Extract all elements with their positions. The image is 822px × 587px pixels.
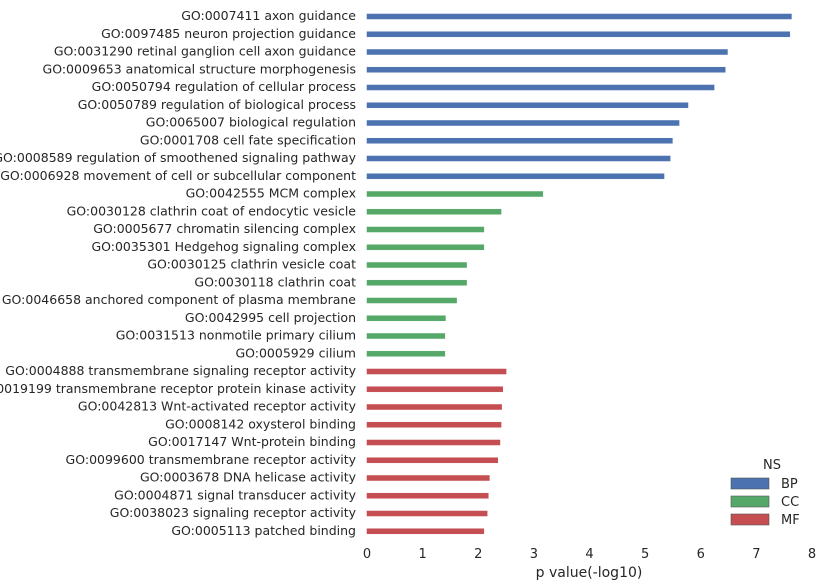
x-axis-label: p value(-log10)	[536, 565, 643, 581]
category-label: GO:0050789 regulation of biological proc…	[78, 97, 356, 112]
bar	[366, 528, 485, 535]
bar	[366, 31, 791, 38]
bar	[366, 297, 457, 304]
bar	[366, 208, 502, 215]
bar	[366, 368, 507, 375]
legend-label: BP	[781, 477, 798, 492]
legend-label: CC	[781, 495, 799, 510]
category-label: GO:0005113 patched binding	[171, 523, 356, 538]
category-label: GO:0006928 movement of cell or subcellul…	[0, 168, 356, 183]
bar	[366, 315, 446, 322]
category-label: GO:0050794 regulation of cellular proces…	[92, 79, 356, 94]
legend-label: MF	[781, 513, 800, 528]
category-label: GO:0030118 clathrin coat	[194, 274, 356, 289]
category-label: GO:0019199 transmembrane receptor protei…	[0, 381, 357, 396]
bar	[366, 421, 502, 428]
category-label: GO:0030125 clathrin vesicle coat	[147, 257, 356, 272]
bar	[366, 386, 504, 393]
category-label: GO:0030128 clathrin coat of endocytic ve…	[67, 203, 357, 218]
bar	[366, 137, 673, 144]
bar	[366, 510, 488, 517]
category-label: GO:0035301 Hedgehog signaling complex	[91, 239, 356, 254]
x-tick-label: 8	[808, 547, 816, 562]
x-tick-label: 5	[641, 547, 649, 562]
bar	[366, 404, 502, 410]
category-label: GO:0007411 axon guidance	[181, 8, 356, 23]
category-label: GO:0009653 anatomical structure morphoge…	[43, 61, 356, 76]
bar	[366, 492, 489, 499]
category-label: GO:0065007 biological regulation	[146, 115, 356, 130]
category-label: GO:0097485 neuron projection guidance	[101, 26, 356, 41]
bar	[366, 49, 728, 55]
category-label: GO:0008142 oxysterol binding	[165, 416, 356, 431]
x-tick-label: 6	[697, 547, 705, 562]
category-label: GO:0042813 Wnt-activated receptor activi…	[78, 399, 357, 414]
bar	[366, 173, 665, 180]
bar	[366, 226, 485, 233]
bar	[366, 155, 671, 162]
bars	[366, 13, 792, 535]
x-tick-label: 4	[585, 547, 593, 562]
legend-title: NS	[763, 458, 781, 473]
category-label: GO:0038023 signaling receptor activity	[110, 505, 357, 520]
legend: NS BP CC MF	[730, 458, 800, 528]
legend-swatch	[730, 477, 770, 490]
category-label: GO:0017147 Wnt-protein binding	[148, 434, 356, 449]
bar	[366, 333, 446, 339]
bar	[366, 475, 490, 481]
category-label: GO:0001708 cell fate specification	[140, 132, 356, 147]
x-tick-label: 1	[418, 547, 426, 562]
category-label: GO:0046658 anchored component of plasma …	[2, 292, 356, 307]
category-label: GO:0005929 cilium	[235, 345, 356, 360]
category-label: GO:0031290 retinal ganglion cell axon gu…	[54, 44, 356, 59]
category-label: GO:0005677 chromatin silencing complex	[93, 221, 356, 236]
category-labels: GO:0007411 axon guidance GO:0097485 neuro…	[0, 8, 357, 538]
bar	[366, 66, 726, 73]
bar	[366, 102, 689, 109]
bar	[366, 120, 680, 126]
legend-swatch	[730, 495, 770, 508]
bar	[366, 350, 446, 357]
category-label: GO:0004888 transmembrane signaling recep…	[5, 363, 356, 378]
category-label: GO:0004871 signal transducer activity	[114, 487, 356, 502]
x-tick-label: 3	[530, 547, 538, 562]
legend-entries: BP CC MF	[730, 477, 800, 528]
bar	[366, 262, 467, 268]
legend-swatch	[730, 513, 770, 526]
bar	[366, 84, 715, 91]
category-label: GO:0031513 nonmotile primary cilium	[116, 328, 356, 343]
x-axis-ticks: 0 1 2 3 4 5 6 7 8	[363, 547, 816, 562]
bar	[366, 439, 501, 446]
bar	[366, 457, 499, 464]
x-tick-label: 2	[474, 547, 482, 562]
category-label: GO:0003678 DNA helicase activity	[140, 470, 357, 485]
category-label: GO:0008589 regulation of smoothened sign…	[0, 150, 357, 165]
category-label: GO:0042995 cell projection	[185, 310, 356, 325]
bar	[366, 13, 792, 20]
category-label: GO:0042555 MCM complex	[186, 186, 356, 201]
category-label: GO:0099600 transmembrane receptor activi…	[66, 452, 357, 467]
bar	[366, 191, 544, 197]
bar	[366, 244, 485, 251]
bar	[366, 279, 467, 286]
x-tick-label: 7	[752, 547, 760, 562]
x-tick-label: 0	[363, 547, 371, 562]
